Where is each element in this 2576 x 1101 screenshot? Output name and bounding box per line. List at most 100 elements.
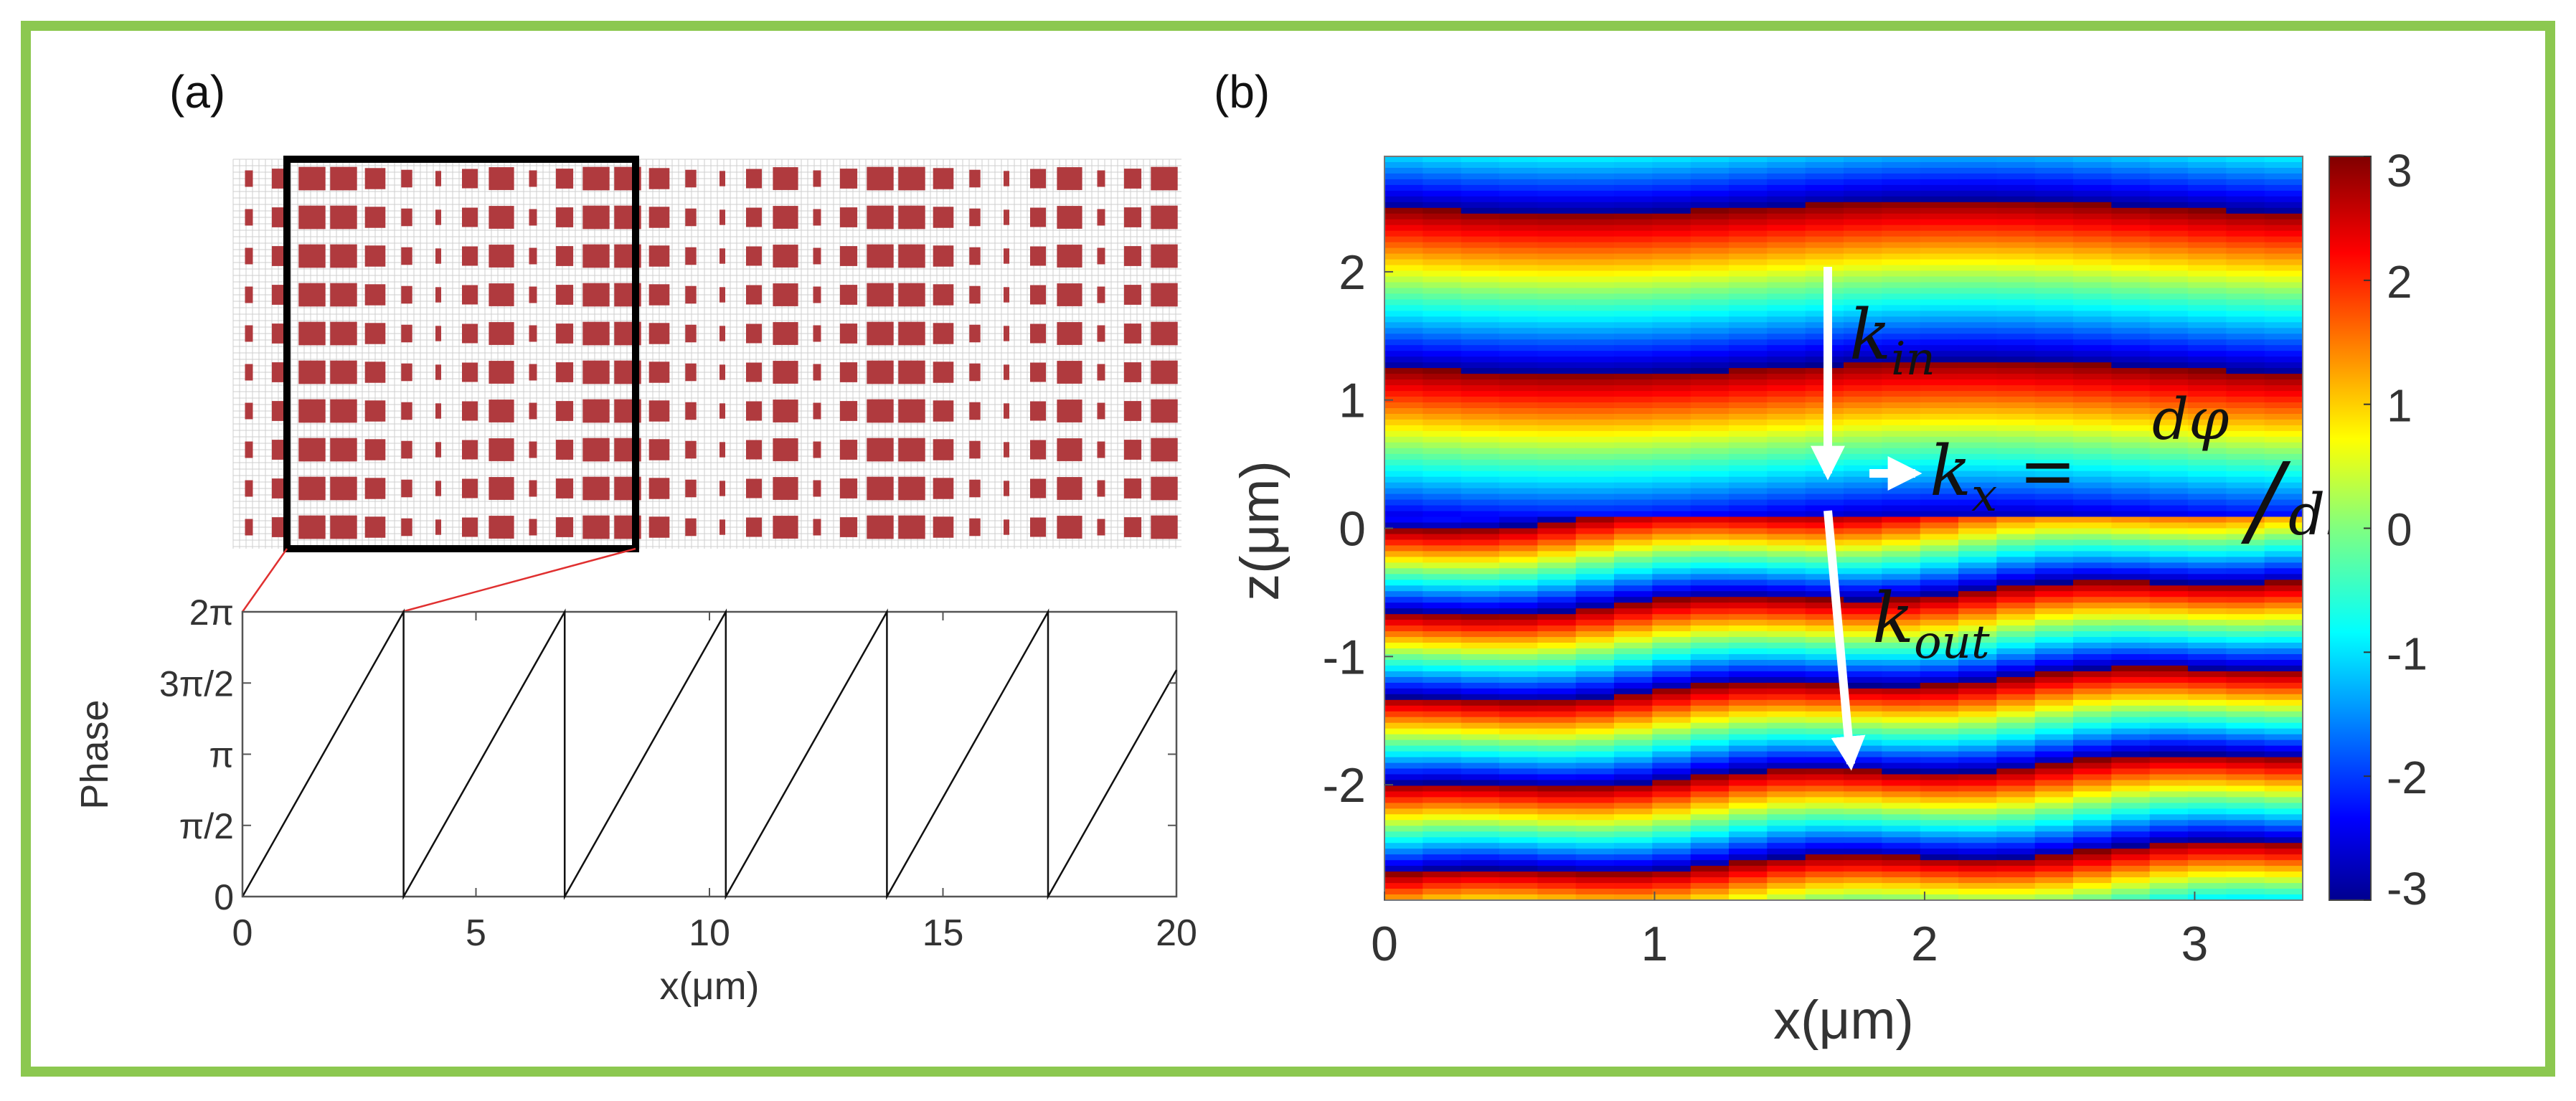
heatmap-cell — [1614, 643, 1653, 649]
heatmap-cell — [2149, 442, 2189, 449]
heatmap-cell — [2149, 471, 2189, 478]
heatmap-cell — [2264, 654, 2303, 661]
heatmap-cell — [1882, 282, 1921, 289]
heatmap-cell — [2226, 591, 2265, 598]
heatmap-cell — [1384, 711, 1424, 718]
heatmap-cell — [2226, 213, 2265, 220]
metasurface-cell — [839, 440, 858, 460]
heatmap-cell — [2034, 768, 2074, 775]
heatmap-cell — [1537, 614, 1577, 621]
heatmap-cell — [1958, 797, 1998, 804]
heatmap-cell — [1499, 328, 1539, 335]
heatmap-cell — [1423, 751, 1462, 758]
heatmap-cell — [1537, 173, 1577, 180]
heatmap-cell — [2149, 591, 2189, 598]
heatmap-cell — [2111, 356, 2151, 364]
heatmap-cell — [2149, 259, 2189, 266]
heatmap-cell — [1575, 694, 1615, 701]
metasurface-cell — [1030, 207, 1046, 227]
heatmap-cell — [1423, 557, 1462, 564]
heatmap-cell — [1537, 803, 1577, 810]
metasurface-cell — [529, 209, 537, 226]
heatmap-cell — [1499, 516, 1539, 524]
heatmap-cell — [2226, 820, 2265, 827]
heatmap-cell — [1423, 293, 1462, 301]
metasurface-cell — [720, 442, 725, 458]
heatmap-cell — [1384, 213, 1424, 220]
heatmap-cell — [1614, 762, 1653, 770]
heatmap-cell — [2188, 694, 2227, 701]
heatmap-cell — [2264, 516, 2303, 524]
heatmap-cell — [1996, 660, 2036, 666]
heatmap-cell — [1882, 894, 1921, 900]
heatmap-cell — [1882, 179, 1921, 186]
heatmap-cell — [1729, 785, 1768, 793]
heatmap-cell — [2264, 242, 2303, 249]
heatmap-cell — [2034, 877, 2074, 884]
heatmap-cell — [1844, 253, 1883, 260]
heatmap-cell — [1537, 866, 1577, 873]
heatmap-cell — [1882, 328, 1921, 335]
heatmap-cell — [1423, 207, 1462, 214]
heatmap-cell — [1537, 654, 1577, 661]
heatmap-cell — [1614, 711, 1653, 718]
heatmap-cell — [2111, 299, 2151, 306]
zoom-line-right — [401, 547, 636, 613]
heatmap-cell — [1882, 791, 1921, 798]
heatmap-cell — [1882, 397, 1921, 403]
heatmap-cell — [2188, 219, 2227, 226]
heatmap-cell — [1423, 539, 1462, 547]
metasurface-cell — [720, 171, 725, 186]
metasurface-cell — [435, 171, 441, 186]
heatmap-cell — [1614, 826, 1653, 833]
metasurface-cell — [435, 326, 441, 341]
metasurface-cell — [933, 168, 954, 189]
heatmap-cell — [2264, 505, 2303, 512]
heatmap-cell — [1690, 768, 1730, 775]
heatmap-cell — [1537, 156, 1577, 163]
heatmap-cell — [1575, 883, 1615, 890]
heatmap-cell — [1384, 889, 1424, 895]
heatmap-cell — [1652, 597, 1692, 604]
heatmap-cell — [1652, 293, 1692, 301]
heatmap-cell — [1958, 368, 1998, 375]
heatmap-cell — [1958, 837, 1998, 844]
heatmap-cell — [1920, 654, 1959, 661]
heatmap-cell — [1537, 660, 1577, 666]
heatmap-cell — [2188, 562, 2227, 570]
heatmap-cell — [2149, 488, 2189, 495]
heatmap-cell — [2188, 293, 2227, 301]
heatmap-cell — [1920, 305, 1959, 312]
heatmap-cell — [1958, 734, 1998, 741]
metasurface-cell — [839, 169, 858, 189]
heatmap-cell — [1805, 785, 1844, 793]
metasurface-cell — [648, 207, 670, 228]
heatmap-cell — [1575, 408, 1615, 415]
heatmap-cell — [1996, 688, 2036, 695]
metasurface-cell — [867, 205, 894, 230]
heatmap-cell — [1614, 694, 1653, 701]
heatmap-cell — [2149, 414, 2189, 420]
heatmap-cell — [1996, 184, 2036, 192]
heatmap-cell — [2264, 608, 2303, 615]
heatmap-cell — [1882, 259, 1921, 266]
metasurface-cell — [1097, 247, 1105, 265]
heatmap-cell — [1461, 328, 1500, 335]
heatmap-cell — [1690, 436, 1730, 443]
heatmap-cell — [1844, 402, 1883, 409]
heatmap-cell — [1652, 745, 1692, 752]
heatmap-cell — [1537, 717, 1577, 724]
heatmap-cell — [1537, 768, 1577, 775]
heatmap-cell — [2188, 328, 2227, 335]
heatmap-cell — [2073, 849, 2113, 856]
heatmap-cell — [2226, 717, 2265, 724]
heatmap-cell — [2149, 322, 2189, 329]
heatmap-cell — [1537, 849, 1577, 856]
heatmap-cell — [1958, 643, 1998, 649]
heatmap-cell — [2034, 643, 2074, 649]
metasurface-cell — [298, 515, 326, 539]
heatmap-cell — [2264, 831, 2303, 838]
heatmap-cell — [1844, 694, 1883, 701]
heatmap-cell — [2226, 534, 2265, 541]
heatmap-cell — [1461, 311, 1500, 318]
